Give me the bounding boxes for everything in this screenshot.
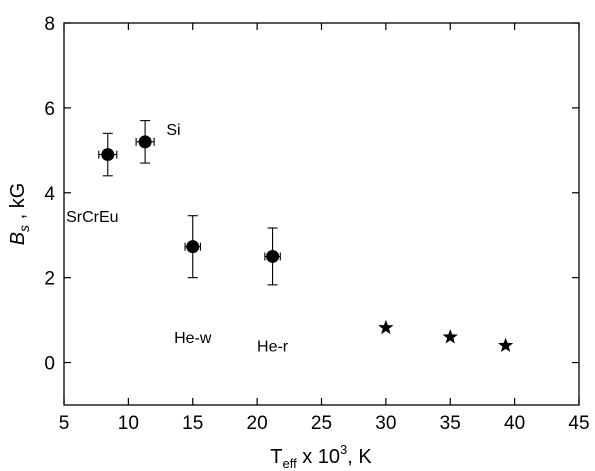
x-tick-label: 15 [182, 413, 203, 434]
plot-frame [63, 22, 580, 406]
x-tick-label: 5 [59, 413, 70, 434]
y-tick-label: 6 [44, 99, 55, 120]
x-tick-label: 45 [568, 413, 589, 434]
data-marks [98, 120, 514, 353]
y-tick-label: 4 [44, 184, 55, 205]
annotation-label: SrCrEu [66, 209, 118, 226]
data-point-circle [101, 148, 115, 162]
annotation-label: Si [166, 122, 180, 139]
data-point-star [378, 319, 394, 335]
y-tick-label: 8 [44, 14, 55, 35]
data-point-circle [138, 135, 152, 149]
annotations: Si SrCrEu He-w He-r [66, 122, 289, 355]
annotation-label: He-r [257, 339, 289, 356]
x-tick-label: 30 [375, 413, 396, 434]
x-tick-label: 25 [311, 413, 332, 434]
y-axis-ticks: 0 2 4 6 8 [44, 14, 579, 375]
y-tick-label: 2 [44, 269, 55, 290]
x-axis-title: Teff x 103, K [270, 442, 372, 471]
x-tick-label: 10 [118, 413, 139, 434]
x-axis-ticks: 5 10 15 20 25 30 35 40 45 [59, 23, 590, 434]
data-point-circle [186, 240, 200, 254]
data-point-star [498, 337, 514, 353]
x-tick-label: 20 [247, 413, 268, 434]
data-point-circle [266, 249, 280, 263]
y-axis-title: Bs , kG [7, 183, 32, 246]
annotation-label: He-w [174, 330, 212, 347]
data-point-star [442, 329, 458, 344]
x-tick-label: 35 [440, 413, 461, 434]
x-tick-label: 40 [504, 413, 525, 434]
y-tick-label: 0 [44, 354, 55, 375]
